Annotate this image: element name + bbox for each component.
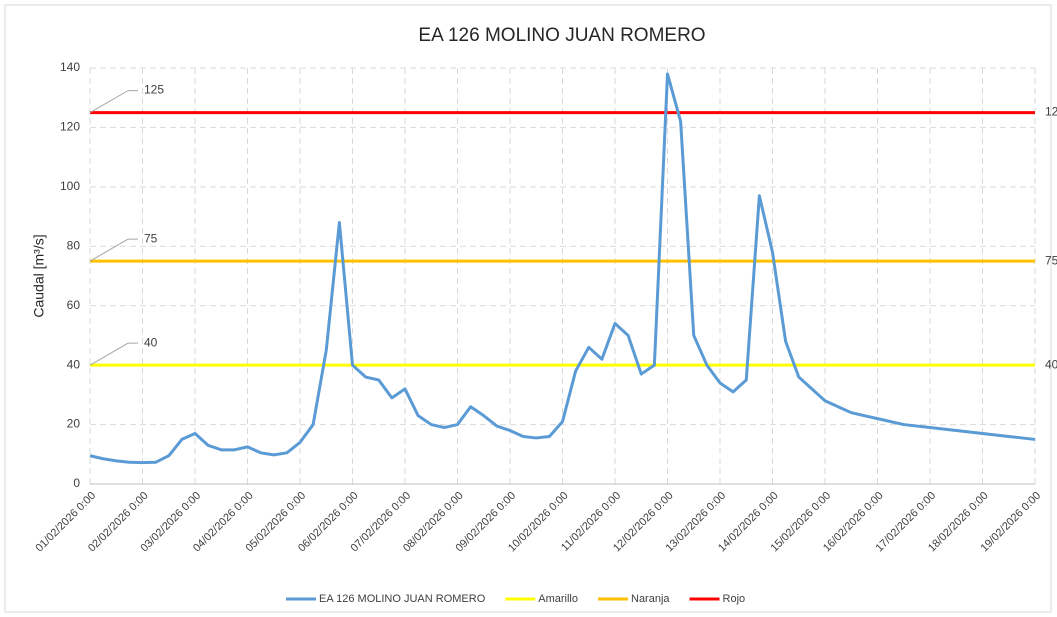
- y-tick-label: 140: [60, 60, 80, 74]
- y-tick-label: 60: [67, 298, 81, 312]
- threshold-label: 40: [144, 335, 158, 349]
- legend-label: Amarillo: [538, 593, 578, 605]
- threshold-label: 75: [1045, 253, 1057, 267]
- legend-label: Naranja: [631, 593, 670, 605]
- threshold-label: 125: [1045, 105, 1057, 119]
- y-tick-label: 80: [67, 238, 81, 252]
- legend-label: Rojo: [723, 593, 746, 605]
- label-leader: [89, 90, 138, 114]
- label-leader: [89, 238, 138, 262]
- y-tick-label: 100: [60, 179, 80, 193]
- chart-title: EA 126 MOLINO JUAN ROMERO: [418, 25, 705, 46]
- y-tick-label: 40: [67, 357, 81, 371]
- threshold-label: 125: [144, 83, 164, 97]
- chart-border: [4, 4, 1052, 613]
- y-tick-label: 0: [73, 476, 80, 490]
- y-tick-label: 120: [60, 120, 80, 134]
- y-tick-label: 20: [67, 417, 81, 431]
- y-axis-label: Caudal [m³/s]: [31, 234, 47, 317]
- threshold-label: 75: [144, 231, 158, 245]
- label-leader: [89, 342, 138, 366]
- data-line: [89, 72, 1036, 465]
- legend-label: EA 126 MOLINO JUAN ROMERO: [319, 593, 486, 605]
- threshold-label: 40: [1045, 357, 1057, 371]
